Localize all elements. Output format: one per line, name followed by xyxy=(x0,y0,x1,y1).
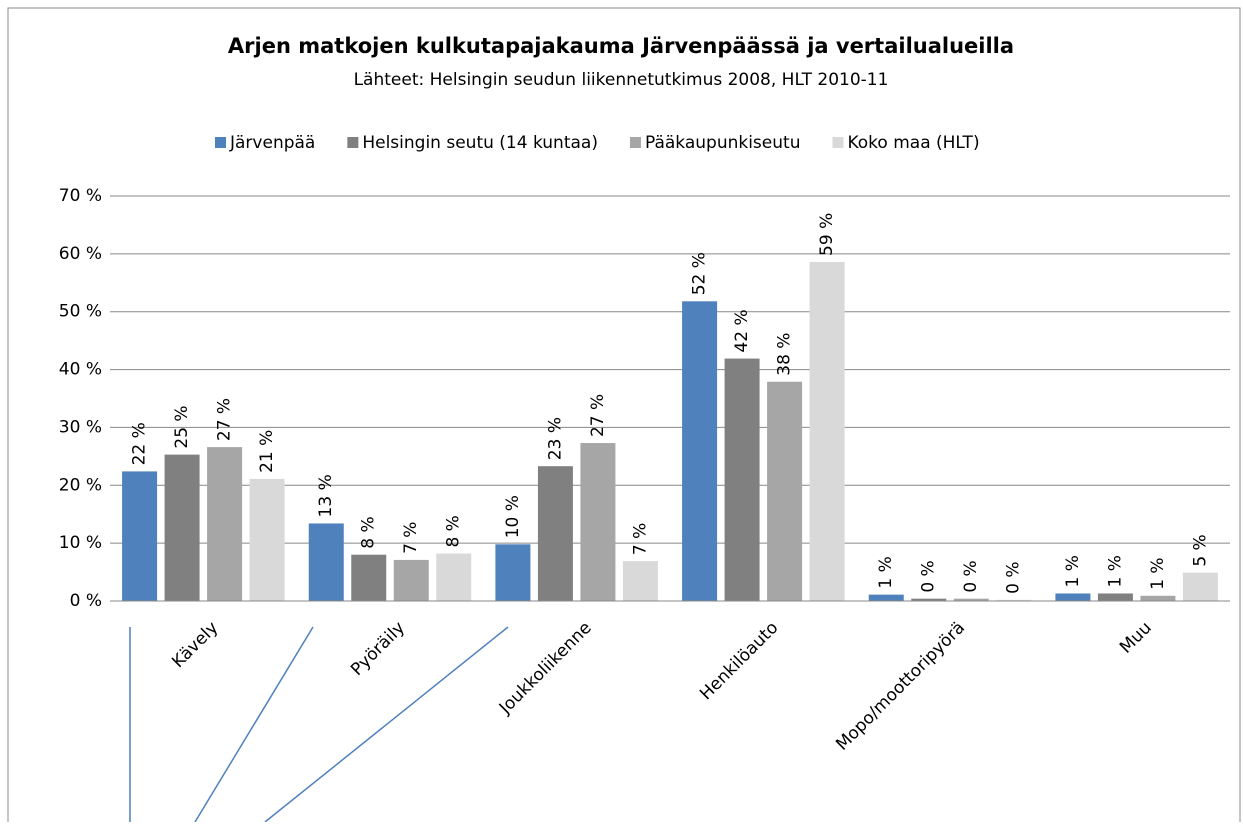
data-label: 0 % xyxy=(1004,561,1024,593)
y-tick-label: 30 % xyxy=(59,417,102,437)
data-label: 52 % xyxy=(690,252,710,295)
y-tick-label: 60 % xyxy=(59,244,102,264)
bar xyxy=(682,301,718,601)
legend-label: Koko maa (HLT) xyxy=(847,133,979,153)
bar xyxy=(537,466,573,601)
bar xyxy=(911,598,947,601)
data-label: 1 % xyxy=(1063,555,1083,587)
legend-swatch xyxy=(832,137,844,148)
bar xyxy=(308,523,344,601)
bar xyxy=(436,553,472,601)
y-tick-label: 50 % xyxy=(59,302,102,322)
data-label: 10 % xyxy=(503,495,523,538)
bar xyxy=(868,594,904,601)
data-label: 21 % xyxy=(257,430,277,473)
legend-label: Pääkaupunkiseutu xyxy=(645,133,801,153)
legend-label: Järvenpää xyxy=(229,133,315,153)
legend-swatch xyxy=(629,137,641,148)
legend-label: Helsingin seutu (14 kuntaa) xyxy=(362,133,598,153)
bar xyxy=(953,598,989,601)
bar xyxy=(622,561,658,601)
bar xyxy=(580,443,616,601)
data-label: 8 % xyxy=(359,516,379,548)
data-label: 5 % xyxy=(1190,534,1210,566)
bar xyxy=(393,559,429,601)
data-label: 1 % xyxy=(876,556,896,588)
data-label: 25 % xyxy=(172,405,192,448)
bar xyxy=(724,358,760,601)
bar xyxy=(495,544,531,601)
data-label: 8 % xyxy=(444,515,464,547)
data-label: 38 % xyxy=(775,333,795,376)
bar xyxy=(1097,593,1133,601)
data-label: 42 % xyxy=(732,309,752,352)
bar xyxy=(351,554,387,601)
bar xyxy=(767,381,803,601)
data-label: 59 % xyxy=(817,213,837,256)
data-label: 0 % xyxy=(961,560,981,592)
bar xyxy=(207,447,243,601)
data-label: 1 % xyxy=(1148,557,1168,589)
data-label: 23 % xyxy=(545,417,565,460)
decor-line xyxy=(264,626,509,823)
data-label: 1 % xyxy=(1105,555,1125,587)
bar xyxy=(249,478,285,601)
bar xyxy=(1055,593,1091,601)
bar xyxy=(1140,595,1176,601)
data-label: 7 % xyxy=(630,523,650,555)
bar xyxy=(996,599,1032,601)
data-label: 7 % xyxy=(401,522,421,554)
chart-frame xyxy=(7,7,1241,826)
chart-title: Arjen matkojen kulkutapajakauma Järvenpä… xyxy=(228,34,1014,58)
y-tick-label: 10 % xyxy=(59,533,102,553)
decor-line xyxy=(194,626,314,823)
chart-subtitle: Lähteet: Helsingin seudun liikennetutkim… xyxy=(354,70,889,90)
data-label: 27 % xyxy=(588,394,608,437)
legend-swatch xyxy=(347,137,359,148)
bar xyxy=(122,471,158,601)
data-label: 27 % xyxy=(215,398,235,441)
y-tick-label: 0 % xyxy=(70,591,102,611)
y-tick-label: 20 % xyxy=(59,475,102,495)
bar xyxy=(164,454,200,601)
legend-swatch xyxy=(215,137,226,148)
bar xyxy=(809,261,845,601)
y-tick-label: 40 % xyxy=(59,360,102,380)
data-label: 22 % xyxy=(130,422,150,465)
data-label: 0 % xyxy=(919,560,939,592)
y-tick-label: 70 % xyxy=(59,186,102,206)
bar xyxy=(1182,572,1218,601)
data-label: 13 % xyxy=(316,474,336,517)
